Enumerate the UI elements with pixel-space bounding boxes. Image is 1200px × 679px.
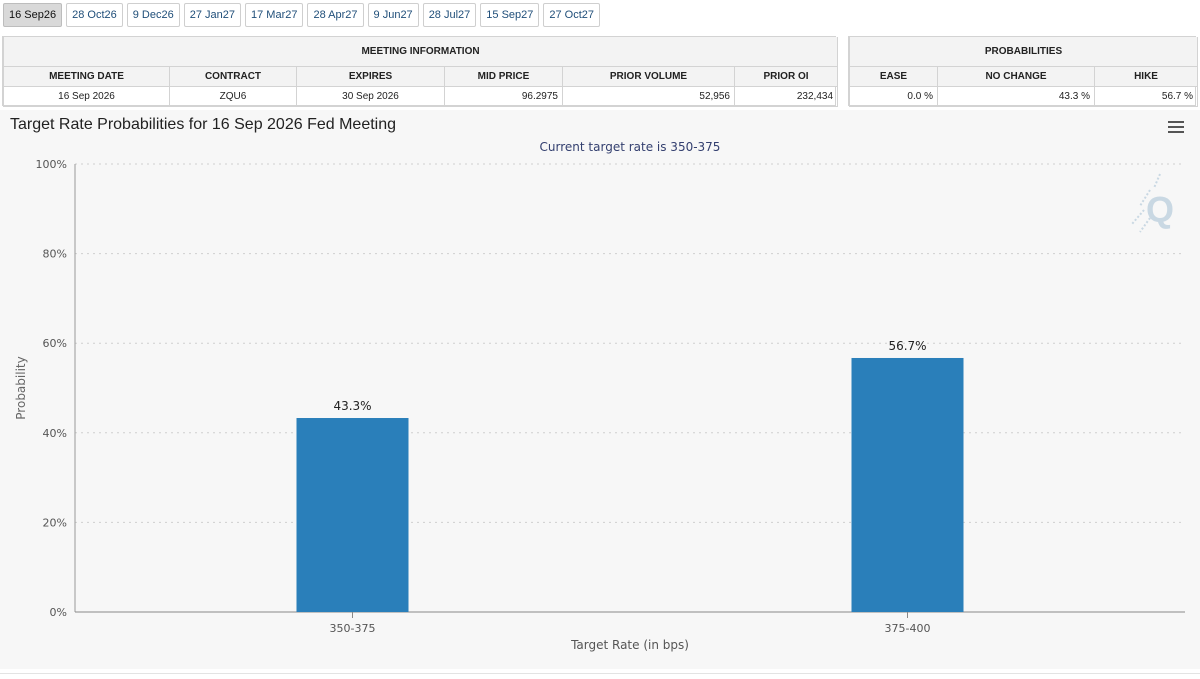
meeting-tabs: 16 Sep26 28 Oct26 9 Dec26 27 Jan27 17 Mar27 2… [3, 3, 601, 27]
tab-17-mar27[interactable]: 17 Mar27 [245, 3, 304, 27]
no-change-value: 43.3 % [937, 85, 1095, 107]
tab-9-dec26[interactable]: 9 Dec26 [126, 3, 180, 27]
tab-28-oct26[interactable]: 28 Oct26 [66, 3, 123, 27]
mid-price-value: 96.2975 [444, 85, 563, 107]
expires-value: 30 Sep 2026 [296, 85, 445, 107]
chart-subtitle: Current target rate is 350-375 [539, 140, 721, 154]
header-hike: HIKE [1093, 65, 1199, 87]
tab-27-oct27[interactable]: 27 Oct27 [543, 3, 601, 27]
probabilities-header-row: EASE NO CHANGE HIKE [849, 65, 1199, 87]
meeting-info-row: 16 Sep 2026 ZQU6 30 Sep 2026 96.2975 52,… [3, 85, 839, 107]
contract-value: ZQU6 [169, 85, 297, 107]
header-ease: EASE [849, 65, 938, 87]
x-tick-label: 375-400 [885, 622, 931, 635]
header-prior-oi: PRIOR OI [733, 65, 839, 87]
y-tick-label: 20% [43, 516, 67, 529]
prior-oi-value: 232,434 [733, 85, 839, 107]
bar-chart: 0% 20% 40% 60% 80% 100% 43.3% 350-375 56.7% 375-4… [14, 158, 1185, 652]
y-tick-label: 100% [36, 158, 67, 171]
bar-350-375 [296, 418, 409, 612]
meeting-date-value: 16 Sep 2026 [3, 85, 170, 107]
tab-27-jan27[interactable]: 27 Jan27 [183, 3, 241, 27]
tab-28-jul27[interactable]: 28 Jul27 [422, 3, 477, 27]
header-prior-volume: PRIOR VOLUME [562, 65, 735, 87]
y-tick-label: 40% [43, 427, 67, 440]
x-axis-title: Target Rate (in bps) [570, 638, 689, 652]
meeting-info-header-row: MEETING DATE CONTRACT EXPIRES MID PRICE … [3, 65, 839, 87]
probabilities-caption: PROBABILITIES [848, 37, 1199, 67]
y-axis-title: Probability [14, 356, 28, 419]
y-tick-label: 0% [50, 606, 67, 619]
svg-text:Q: Q [1146, 189, 1174, 230]
prior-volume-value: 52,956 [562, 85, 735, 107]
header-meeting-date: MEETING DATE [3, 65, 170, 87]
y-tick-label: 60% [43, 337, 67, 350]
meeting-info-caption: MEETING INFORMATION [2, 37, 839, 67]
probabilities-table: PROBABILITIES EASE NO CHANGE HIKE 0.0 % … [848, 36, 1199, 107]
tab-15-sep27[interactable]: 15 Sep27 [480, 3, 540, 27]
ease-value: 0.0 % [849, 85, 938, 107]
header-mid-price: MID PRICE [444, 65, 563, 87]
tab-16-sep26[interactable]: 16 Sep26 [3, 3, 63, 27]
x-tick-label: 350-375 [330, 622, 376, 635]
data-label: 56.7% [888, 339, 926, 353]
header-no-change: NO CHANGE [937, 65, 1095, 87]
tab-9-jun27[interactable]: 9 Jun27 [367, 3, 419, 27]
probabilities-row: 0.0 % 43.3 % 56.7 % [849, 85, 1199, 107]
y-tick-label: 80% [43, 248, 67, 261]
chart-title: Target Rate Probabilities for 16 Sep 202… [10, 116, 397, 133]
watermark-logo-icon: Q [1131, 173, 1174, 233]
tab-28-apr27[interactable]: 28 Apr27 [307, 3, 364, 27]
chart-container: 0% 20% 40% 60% 80% 100% 43.3% 350-375 56.7% 375-4… [0, 110, 1200, 669]
meeting-information-table: MEETING INFORMATION MEETING DATE CONTRAC… [2, 36, 839, 107]
data-label: 43.3% [333, 399, 371, 413]
header-expires: EXPIRES [296, 65, 445, 87]
header-contract: CONTRACT [169, 65, 297, 87]
bar-375-400 [851, 357, 964, 612]
hike-value: 56.7 % [1093, 85, 1199, 107]
hamburger-menu-icon[interactable] [1168, 121, 1184, 135]
bottom-divider [0, 673, 1200, 674]
